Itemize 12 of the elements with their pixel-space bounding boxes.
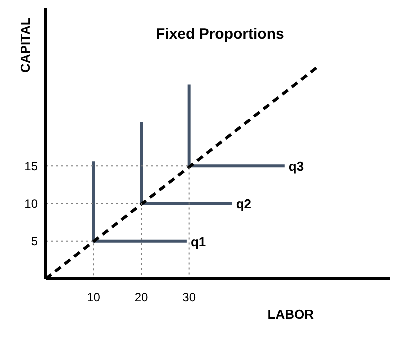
y-tick-label: 15	[24, 159, 38, 174]
y-tick-label: 10	[24, 196, 38, 211]
x-tick-label: 10	[87, 290, 101, 305]
x-tick-label: 20	[134, 290, 149, 305]
y-tick-label: 5	[31, 234, 38, 249]
x-axis-title: LABOR	[268, 307, 315, 322]
series-label: q2	[236, 196, 252, 212]
text: Fixed Proportions	[156, 26, 284, 43]
series-label: q3	[288, 159, 304, 174]
x-tick-label: 30	[182, 290, 196, 305]
y-axis-title: CAPITAL	[18, 18, 34, 73]
series-label: q1	[190, 234, 206, 250]
